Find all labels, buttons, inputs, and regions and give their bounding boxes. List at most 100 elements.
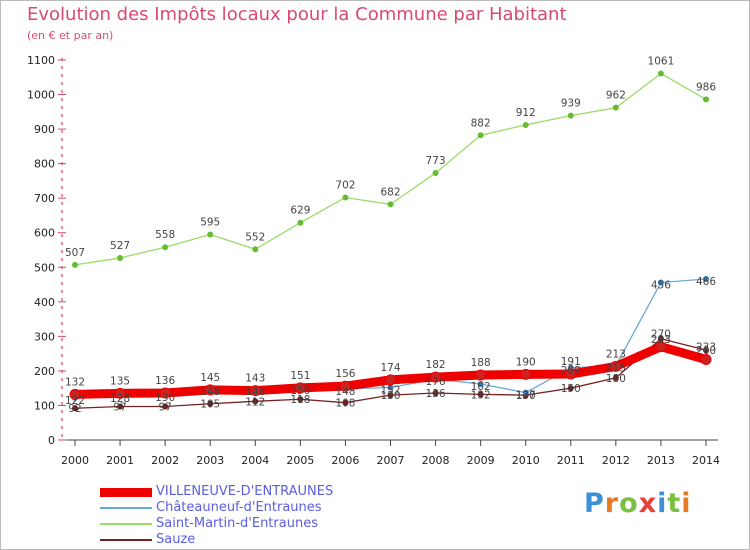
data-label: 148 (200, 386, 220, 398)
data-point (655, 341, 667, 353)
logo-letter: x (638, 488, 658, 519)
data-label: 558 (155, 229, 175, 241)
data-label: 130 (380, 390, 400, 402)
x-tick-label: 2003 (196, 454, 224, 467)
data-label: 130 (155, 392, 175, 404)
legend-label: VILLENEUVE-D'ENTRAUNES (156, 484, 334, 499)
chart-subtitle: (en € et par an) (27, 29, 114, 42)
data-point (207, 400, 214, 407)
data-label: 215 (606, 363, 626, 375)
y-tick-label: 300 (34, 330, 55, 343)
y-tick-label: 0 (48, 434, 55, 447)
data-label: 136 (426, 388, 446, 400)
data-point (294, 382, 306, 394)
data-point (342, 399, 349, 406)
data-label: 136 (155, 375, 175, 387)
line-chart: 0 100 200 300 400 500 600 700 800 900 1000 1100 2000… (27, 54, 720, 467)
data-point (249, 385, 261, 397)
data-label: 182 (426, 359, 446, 371)
x-tick-label: 2012 (602, 454, 630, 467)
data-label: 962 (606, 90, 626, 102)
data-point (657, 279, 664, 286)
data-point (565, 368, 577, 380)
data-point (567, 385, 574, 392)
y-tick-label: 400 (34, 296, 55, 309)
data-point (657, 70, 664, 77)
data-label: 629 (290, 205, 310, 217)
data-point (522, 389, 529, 396)
legend-item: Châteauneuf-d'Entraunes (100, 500, 400, 516)
data-point (430, 371, 442, 383)
legend-swatch (100, 523, 152, 525)
x-tick-label: 2006 (331, 454, 359, 467)
data-label: 466 (696, 276, 716, 288)
data-point (162, 244, 169, 251)
legend-swatch (100, 507, 152, 509)
data-point (297, 396, 304, 403)
data-label: 595 (200, 216, 220, 228)
legend-swatch (100, 487, 152, 497)
data-label: 1061 (648, 55, 675, 67)
data-label: 132 (471, 389, 491, 401)
data-point (477, 391, 484, 398)
data-label: 150 (561, 383, 581, 395)
data-point (432, 169, 439, 176)
data-label: 130 (516, 390, 536, 402)
proxiti-logo: Proxiti (584, 488, 692, 519)
data-label: 112 (245, 396, 265, 408)
data-label: 108 (335, 398, 355, 410)
data-label: 939 (561, 98, 581, 110)
x-tick-label: 2009 (467, 454, 495, 467)
y-tick-label: 1100 (27, 54, 55, 67)
data-point (477, 381, 484, 388)
logo-letter: i (681, 488, 692, 519)
data-point (339, 380, 351, 392)
data-point (114, 387, 126, 399)
data-label: 190 (516, 356, 536, 368)
data-label: 148 (335, 386, 355, 398)
logo-letter: i (657, 488, 668, 519)
legend-item: Sauze (100, 532, 400, 548)
data-label: 174 (380, 362, 400, 374)
legend-item: VILLENEUVE-D'ENTRAUNES (100, 484, 400, 500)
data-point (207, 231, 214, 238)
x-tick-label: 2011 (557, 454, 585, 467)
data-point (657, 335, 664, 342)
data-label: 150 (290, 385, 310, 397)
data-label: 233 (696, 342, 716, 354)
data-label: 773 (426, 155, 446, 167)
data-label: 986 (696, 81, 716, 93)
x-tick-label: 2005 (286, 454, 314, 467)
data-point (117, 254, 124, 261)
data-label: 191 (561, 356, 581, 368)
data-point (520, 368, 532, 380)
data-label: 122 (65, 395, 85, 407)
y-tick-label: 1000 (27, 89, 55, 102)
data-label: 128 (110, 393, 130, 405)
data-label: 260 (696, 345, 716, 357)
data-label: 527 (110, 240, 130, 252)
data-label: 456 (651, 279, 671, 291)
data-point (475, 369, 487, 381)
y-tick-label: 500 (34, 261, 55, 274)
data-label: 162 (471, 381, 491, 393)
data-point (72, 261, 78, 268)
legend-label: Sauze (156, 532, 196, 547)
x-tick-label: 2013 (647, 454, 675, 467)
chart-title: Evolution des Impôts locaux pour la Comm… (27, 4, 567, 25)
logo-letter: t (667, 488, 682, 519)
data-point (432, 390, 439, 397)
data-label: 270 (651, 329, 671, 341)
y-tick-label: 200 (34, 365, 55, 378)
data-label: 97 (113, 401, 126, 413)
x-tick-label: 2000 (61, 454, 89, 467)
data-label: 180 (606, 373, 626, 385)
data-point (117, 403, 124, 410)
data-label: 552 (245, 231, 265, 243)
data-label: 213 (606, 348, 626, 360)
data-label: 132 (65, 376, 85, 388)
legend: VILLENEUVE-D'ENTRAUNES Châteauneuf-d'Entr… (100, 484, 400, 548)
y-tick-label: 900 (34, 123, 55, 136)
legend-item: Saint-Martin-d'Entraunes (100, 516, 400, 532)
